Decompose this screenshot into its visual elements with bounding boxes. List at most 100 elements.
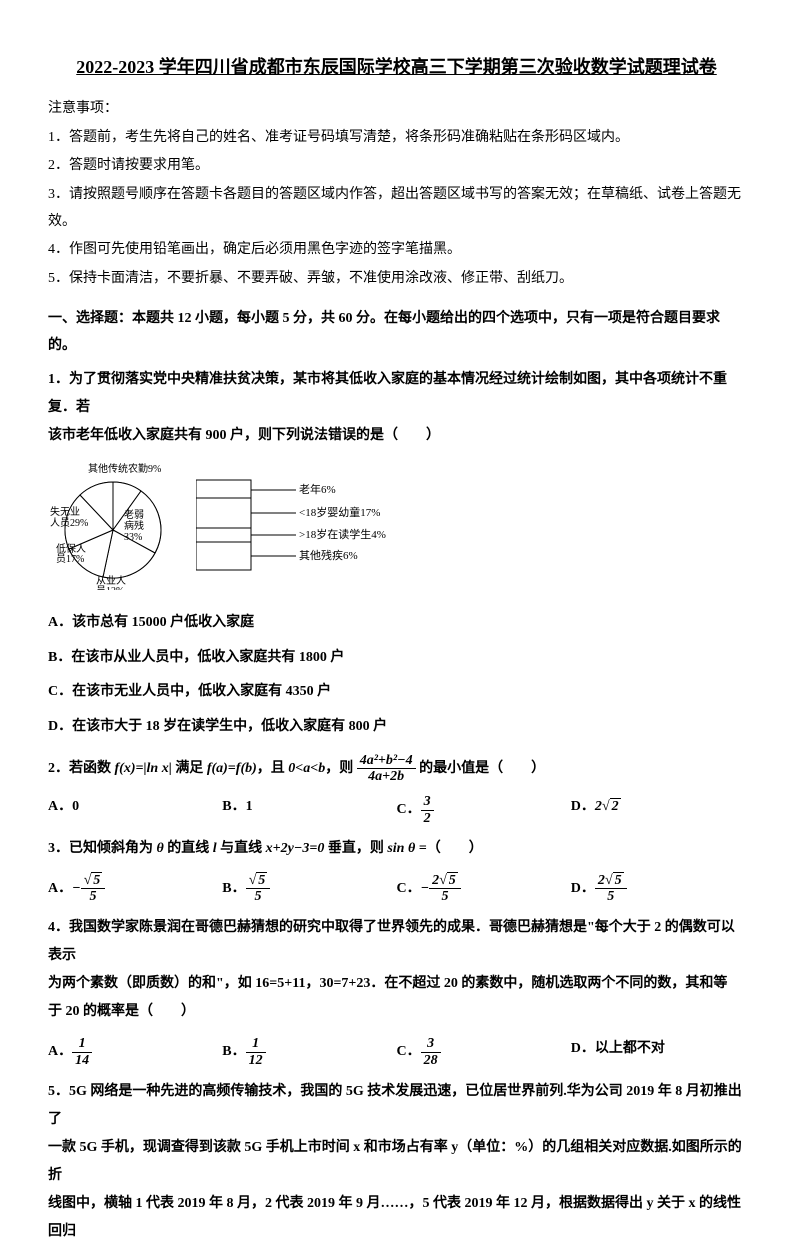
- q3-mid2: 与直线: [217, 841, 266, 856]
- q2-fab: f(a)=f(b): [207, 761, 257, 776]
- q3-theta: θ: [157, 841, 164, 856]
- q2c-den: 2: [421, 811, 434, 826]
- q2-fx: f(x)=|ln x|: [115, 761, 172, 776]
- instructions-header: 注意事项：: [48, 96, 745, 123]
- instruction-5: 5．保持卡面清洁，不要折暴、不要弄破、弄皱，不准使用涂改液、修正带、刮纸刀。: [48, 266, 745, 293]
- pie-label-lowins2: 员17%: [56, 553, 84, 565]
- q2-mid2: ，且: [257, 761, 289, 776]
- q3-end: （ ）: [427, 841, 483, 856]
- pie-label-other: 其他传统农勤9%: [88, 462, 161, 475]
- q1-text-1: 1．为了贯彻落实党中央精准扶贫决策，某市将其低收入家庭的基本情况经过统计绘制如图…: [48, 366, 745, 422]
- q4-options: A．114 B．112 C．328 D．以上都不对: [48, 1036, 745, 1068]
- q2d-pre: D．: [571, 799, 595, 814]
- q3b-den: 5: [246, 889, 271, 904]
- q3d-den: 5: [595, 889, 627, 904]
- q3c-num: 25: [429, 873, 461, 889]
- q3-mid3: 垂直，则: [324, 841, 387, 856]
- q2c-pre: C．: [397, 802, 421, 817]
- q3-opt-c: C．−255: [397, 873, 571, 905]
- q3d-num: 25: [595, 873, 627, 889]
- q4a-den: 14: [72, 1053, 92, 1068]
- q2-opt-b: B．1: [222, 794, 396, 826]
- pie-label-unemp2: 人员29%: [50, 517, 88, 529]
- q3: 3．已知倾斜角为 θ 的直线 l 与直线 x+2y−3=0 垂直，则 sin θ…: [48, 836, 745, 863]
- q3-sin: sin θ =: [387, 841, 426, 856]
- q3c-sign: −: [421, 881, 429, 896]
- q2-mid3: ，则: [325, 761, 357, 776]
- bar-label-otherw: 其他残疾6%: [299, 548, 358, 562]
- section-1-header: 一、选择题：本题共 12 小题，每小题 5 分，共 60 分。在每小题给出的四个…: [48, 306, 745, 359]
- q3-line: x+2y−3=0: [266, 841, 325, 856]
- instruction-2: 2．答题时请按要求用笔。: [48, 153, 745, 180]
- pie-label-unemp: 失无业: [50, 505, 80, 518]
- q4-opt-a: A．114: [48, 1036, 222, 1068]
- q4c-num: 3: [421, 1036, 441, 1052]
- instruction-1: 1．答题前，考生先将自己的姓名、准考证号码填写清楚，将条形码准确粘贴在条形码区域…: [48, 125, 745, 152]
- bar-chart: 老年6% <18岁婴幼童17% >18岁在读学生4% 其他残疾6%: [196, 470, 396, 591]
- q2: 2．若函数 f(x)=|ln x| 满足 f(a)=f(b)，且 0<a<b，则…: [48, 753, 745, 785]
- q4-opt-d: D．以上都不对: [571, 1036, 745, 1068]
- q2c-num: 3: [421, 794, 434, 810]
- q4-text-3: 于 20 的概率是（ ）: [48, 998, 745, 1026]
- q3-opt-a: A．−55: [48, 873, 222, 905]
- q2-opt-c: C．32: [397, 794, 571, 826]
- q5-text-1: 5．5G 网络是一种先进的高频传输技术，我国的 5G 技术发展迅速，已位居世界前…: [48, 1078, 745, 1134]
- q2-opt-d: D．22: [571, 794, 745, 826]
- bar-label-student: >18岁在读学生4%: [299, 527, 386, 541]
- q3c-den: 5: [429, 889, 461, 904]
- q1-opt-b: B．在该市从业人员中，低收入家庭共有 1800 户: [48, 645, 745, 672]
- q3d-pre: D．: [571, 881, 595, 896]
- q4c-den: 28: [421, 1053, 441, 1068]
- q3b-num: 5: [246, 873, 271, 889]
- instruction-4: 4．作图可先使用铅笔画出，确定后必须用黑色字迹的签字笔描黑。: [48, 237, 745, 264]
- exam-title: 2022-2023 学年四川省成都市东辰国际学校高三下学期第三次验收数学试题理试…: [48, 50, 745, 84]
- q3-opt-d: D．255: [571, 873, 745, 905]
- q2-frac: 4a²+b²−44a+2b: [357, 753, 416, 785]
- instruction-3: 3．请按照题号顺序在答题卡各题目的答题区域内作答，超出答题区域书写的答案无效；在…: [48, 182, 745, 235]
- q3a-num: 5: [81, 873, 106, 889]
- pie-label-sick2: 病残: [124, 519, 144, 532]
- q3c-pre: C．: [397, 881, 421, 896]
- pie-label-worker2: 员12%: [96, 585, 124, 590]
- q4-text-2: 为两个素数（即质数）的和"，如 16=5+11，30=7+23．在不超过 20 …: [48, 970, 745, 998]
- pie-label-sick: 老弱: [124, 508, 144, 521]
- q5: 5．5G 网络是一种先进的高频传输技术，我国的 5G 技术发展迅速，已位居世界前…: [48, 1078, 745, 1246]
- q2-options: A．0 B．1 C．32 D．22: [48, 794, 745, 826]
- q4-opt-c: C．328: [397, 1036, 571, 1068]
- pie-chart: 其他传统农勤9% 失无业 人员29% 老弱 病残 33% 低保人 员17% 从业…: [48, 460, 188, 601]
- bar-label-baby: <18岁婴幼童17%: [299, 505, 380, 519]
- q5-text-3: 线图中，横轴 1 代表 2019 年 8 月，2 代表 2019 年 9 月………: [48, 1190, 745, 1246]
- q2-frac-den: 4a+2b: [357, 769, 416, 784]
- q4a-pre: A．: [48, 1045, 72, 1060]
- q4a-num: 1: [72, 1036, 92, 1052]
- q2-frac-num: 4a²+b²−4: [357, 753, 416, 769]
- q2-text-pre: 2．若函数: [48, 761, 115, 776]
- q2-end: 的最小值是（ ）: [416, 761, 546, 776]
- pie-svg: 其他传统农勤9% 失无业 人员29% 老弱 病残 33% 低保人 员17% 从业…: [48, 460, 188, 590]
- q2-cond: 0<a<b: [288, 761, 325, 776]
- q1-chart: 其他传统农勤9% 失无业 人员29% 老弱 病残 33% 低保人 员17% 从业…: [48, 460, 745, 601]
- q2-mid1: 满足: [172, 761, 207, 776]
- pie-label-sick3: 33%: [124, 532, 142, 543]
- bar-svg: 老年6% <18岁婴幼童17% >18岁在读学生4% 其他残疾6%: [196, 470, 396, 580]
- q4-opt-b: B．112: [222, 1036, 396, 1068]
- q5-text-2: 一款 5G 手机，现调查得到该款 5G 手机上市时间 x 和市场占有率 y（单位…: [48, 1134, 745, 1190]
- q4b-pre: B．: [222, 1045, 245, 1060]
- q3b-pre: B．: [222, 881, 245, 896]
- q3a-den: 5: [81, 889, 106, 904]
- q1-opt-c: C．在该市无业人员中，低收入家庭有 4350 户: [48, 679, 745, 706]
- q3-pre: 3．已知倾斜角为: [48, 841, 157, 856]
- bar-label-old: 老年6%: [299, 482, 336, 496]
- q3a-sign: −: [72, 881, 80, 896]
- q3-opt-b: B．55: [222, 873, 396, 905]
- q3-mid1: 的直线: [164, 841, 213, 856]
- q3a-pre: A．: [48, 881, 72, 896]
- q4-text-1: 4．我国数学家陈景润在哥德巴赫猜想的研究中取得了世界领先的成果．哥德巴赫猜想是"…: [48, 914, 745, 970]
- q4b-num: 1: [246, 1036, 266, 1052]
- q4c-pre: C．: [397, 1045, 421, 1060]
- q3-options: A．−55 B．55 C．−255 D．255: [48, 873, 745, 905]
- q2-opt-a: A．0: [48, 794, 222, 826]
- q4b-den: 12: [246, 1053, 266, 1068]
- q1-opt-d: D．在该市大于 18 岁在读学生中，低收入家庭有 800 户: [48, 714, 745, 741]
- q1-opt-a: A．该市总有 15000 户低收入家庭: [48, 610, 745, 637]
